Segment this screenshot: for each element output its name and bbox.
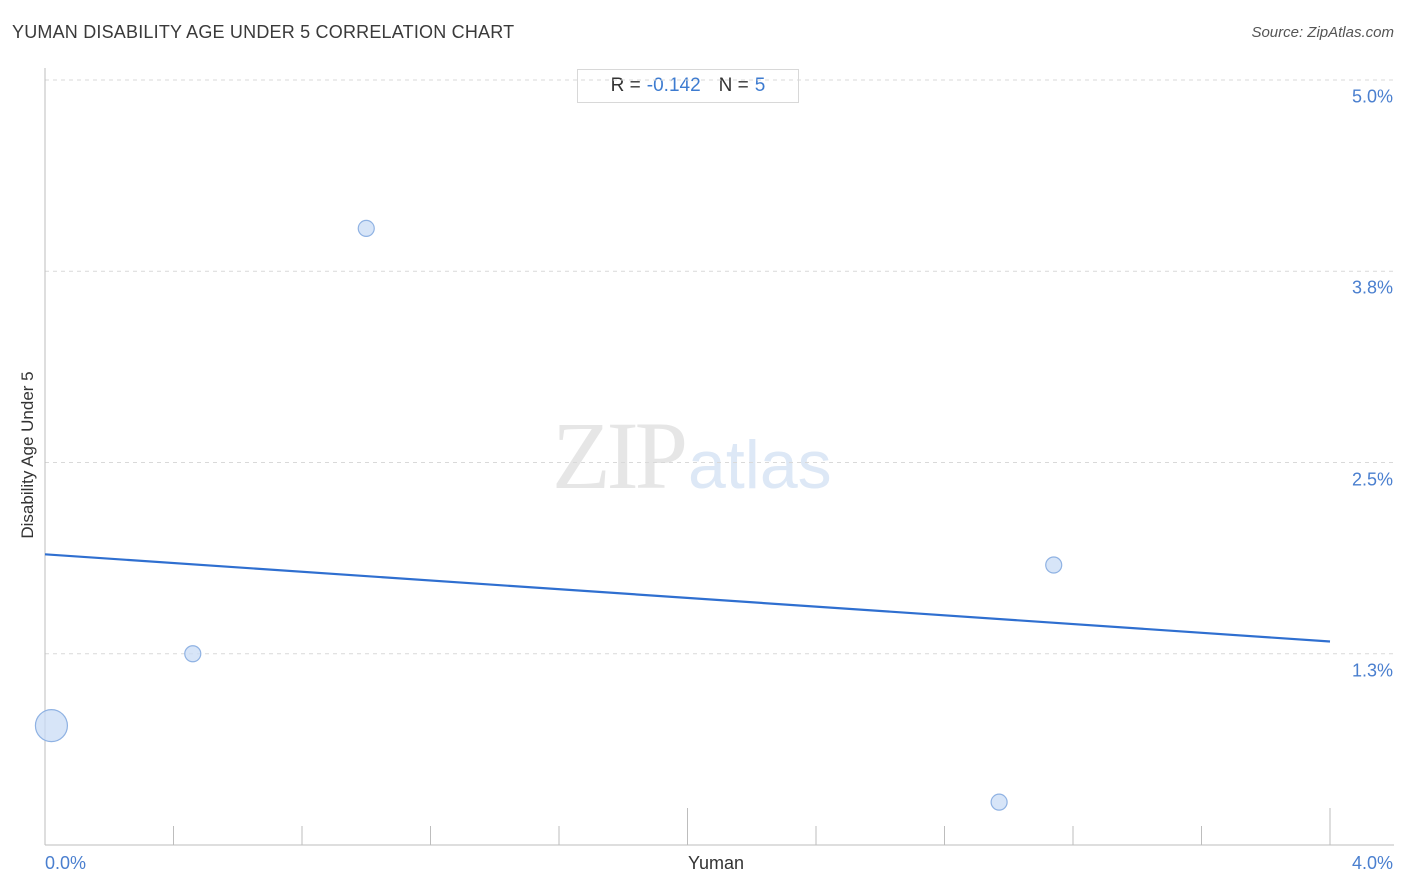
data-point xyxy=(184,645,202,663)
data-point xyxy=(1045,556,1063,574)
x-axis-label: Yuman xyxy=(687,853,745,873)
n-value: 5 xyxy=(754,75,766,96)
y-tick-label: 2.5% xyxy=(1351,469,1393,489)
y-tick-label: 3.8% xyxy=(1351,277,1393,298)
data-point xyxy=(34,709,69,743)
trend-line xyxy=(44,553,1331,643)
y-tick-label: 5.0% xyxy=(1351,86,1393,107)
x-tick-label-max: 4.0% xyxy=(1351,853,1393,873)
source-credit: Source: ZipAtlas.com xyxy=(1251,24,1394,41)
r-label: R = xyxy=(610,75,641,96)
data-point xyxy=(990,793,1008,811)
y-tick-label: 1.3% xyxy=(1351,660,1393,681)
data-point xyxy=(357,219,375,238)
x-tick-label-min: 0.0% xyxy=(45,853,87,873)
chart-title: YUMAN DISABILITY AGE UNDER 5 CORRELATION… xyxy=(12,22,515,42)
y-axis-label: Disability Age Under 5 xyxy=(18,371,37,539)
